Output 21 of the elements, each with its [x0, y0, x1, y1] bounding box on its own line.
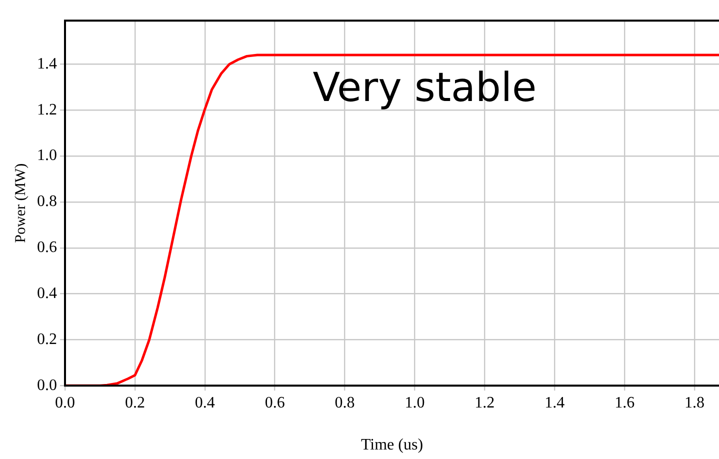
x-tick-label: 1.2: [474, 394, 495, 412]
y-axis-title: Power (MW): [12, 163, 29, 243]
annotation: Very stable: [312, 64, 537, 111]
y-tick-label: 1.0: [37, 147, 57, 164]
y-tick-label: 0.4: [37, 284, 57, 302]
x-tick-label: 0.8: [334, 394, 355, 412]
y-tick-label: 0.2: [37, 330, 57, 348]
x-tick-label: 1.4: [544, 394, 565, 412]
y-tick-label: 0.0: [37, 376, 57, 394]
x-axis-title: Time (us): [360, 436, 424, 454]
x-tick-label: 1.8: [684, 394, 705, 412]
x-tick-label: 0.4: [194, 394, 215, 412]
x-tick-label: 1.0: [404, 394, 425, 412]
x-tick-label: 1.6: [614, 394, 635, 412]
x-tick-label: 0.2: [124, 394, 145, 412]
y-tick-label: 1.4: [37, 55, 57, 72]
y-tick-label: 1.2: [37, 101, 57, 118]
x-tick-label: 0.6: [264, 394, 285, 412]
x-tick-label: 0.0: [55, 394, 75, 412]
y-tick-label: 0.6: [37, 239, 57, 256]
y-tick-label: 0.8: [37, 193, 57, 210]
